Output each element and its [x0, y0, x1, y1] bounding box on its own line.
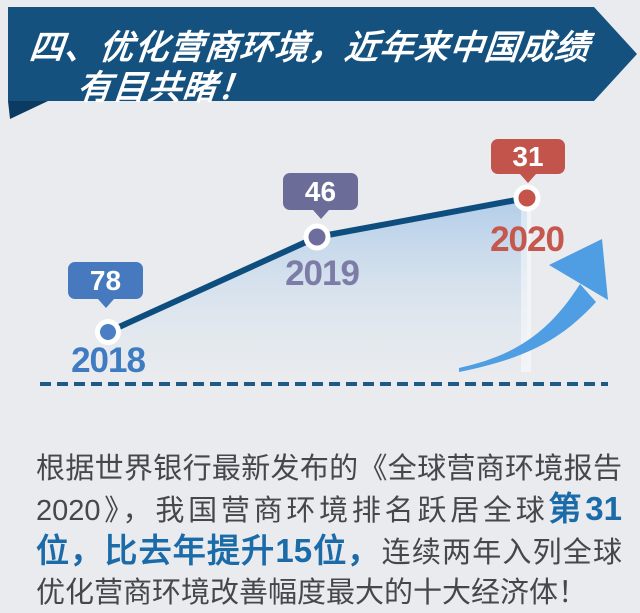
value-bubble-2020: 31	[491, 139, 565, 174]
banner-title-line2: 有目共睹！	[75, 69, 255, 107]
value-2019: 46	[304, 175, 337, 207]
area-fill	[108, 198, 527, 372]
area-right-highlight	[521, 210, 531, 372]
body-segment-highlight: 第31位，比去年提升15位，	[36, 490, 622, 569]
ranking-line-chart	[40, 184, 608, 386]
banner-fold-corner	[8, 101, 48, 119]
infographic-page: 四、优化营商环境，近年来中国成绩 有目共睹！ 78 46 31	[0, 0, 640, 585]
data-point-2020	[513, 184, 541, 212]
year-label-2019: 2019	[285, 254, 360, 293]
year-label-2018: 2018	[71, 341, 146, 380]
banner-ribbon	[8, 7, 637, 119]
growth-arrow-body	[459, 284, 596, 372]
year-label-2020: 2020	[490, 220, 565, 259]
banner-ribbon-shape	[8, 7, 637, 101]
value-bubble-2019: 46	[283, 173, 358, 210]
body-paragraph: 根据世界银行最新发布的《全球营商环境报告2020》，我国营商环境排名跃居全球第3…	[36, 449, 622, 613]
value-2018: 78	[89, 264, 122, 296]
data-point-2018	[95, 319, 121, 345]
value-bubble-2018: 78	[68, 262, 143, 299]
value-2020: 31	[512, 140, 544, 172]
body-segment-1: 根据世界银行最新发布的《全球营商环境报告2020》，我国营商环境排名跃居全球	[36, 453, 622, 527]
growth-arrow-icon	[459, 239, 608, 372]
data-point-2019	[303, 223, 331, 251]
growth-arrow-head	[549, 239, 608, 300]
